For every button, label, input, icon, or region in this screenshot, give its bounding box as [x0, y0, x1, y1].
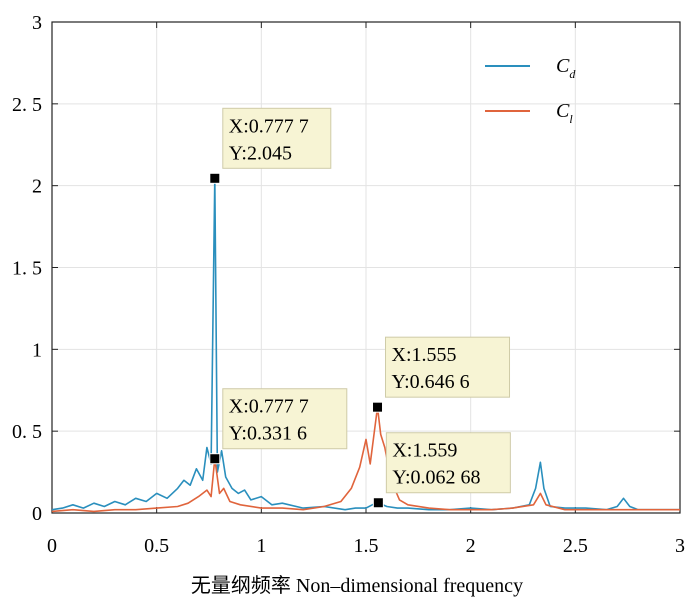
datatip-box: [385, 432, 511, 494]
datatip: X:1.555 Y:0.646 6: [372, 336, 511, 413]
x-tick-label: 1.5: [354, 535, 379, 557]
datatip-box: [222, 388, 348, 450]
datatip: X:1.559 Y:0.062 68: [372, 432, 511, 509]
datatip-annotations: X:0.777 7 Y:2.045 X:0.777 7 Y:0.331 6 X:1.55…: [209, 107, 511, 509]
grid-lines: [52, 22, 680, 513]
datatip-box: [222, 107, 332, 169]
datatip-marker: [209, 453, 221, 465]
y-tick-label: 0. 5: [12, 421, 42, 443]
x-tick-label: 2.5: [563, 535, 588, 557]
datatip: X:0.777 7 Y:2.045: [209, 107, 332, 184]
datatip: X:0.777 7 Y:0.331 6: [209, 388, 348, 465]
datatip-marker: [372, 497, 384, 509]
x-tick-label: 1: [256, 535, 266, 557]
y-tick-label: 3: [32, 12, 42, 34]
series-line-cl: [51, 406, 680, 513]
y-tick-label: 2: [32, 176, 42, 198]
x-axis-label: 无量纲频率 Non–dimensional frequency: [191, 574, 523, 597]
x-tick-label: 2: [466, 535, 476, 557]
series-lines: [51, 177, 680, 513]
x-tick-label: 0: [47, 535, 57, 557]
y-tick-label: 1: [32, 339, 42, 361]
x-tick-label: 3: [675, 535, 685, 557]
y-tick-label: 1. 5: [12, 258, 42, 280]
y-axis-ticks: 0 0. 5 1 1. 5 2 2. 5 3: [12, 12, 680, 525]
legend: Cd Cl: [485, 55, 576, 126]
y-tick-label: 2. 5: [12, 94, 42, 116]
datatip-marker: [372, 401, 384, 413]
datatip-x-label: X:0.777 7: [229, 396, 309, 418]
datatip-x-label: X:1.555: [392, 344, 457, 366]
datatip-y-label: Y:2.045: [229, 142, 292, 164]
datatip-x-label: X:1.559: [392, 440, 457, 462]
datatip-y-label: Y:0.646 6: [392, 371, 470, 393]
y-tick-label: 0: [32, 503, 42, 525]
series-line-cd: [51, 177, 680, 511]
legend-label: Cd: [556, 55, 576, 81]
datatip-x-label: X:0.777 7: [229, 115, 309, 137]
x-axis-ticks: 0 0.5 1 1.5 2 2.5 3: [47, 22, 685, 557]
legend-label: Cl: [556, 100, 573, 126]
datatip-y-label: Y:0.062 68: [392, 467, 480, 489]
datatip-box: [385, 336, 511, 398]
datatip-marker: [209, 172, 221, 184]
x-tick-label: 0.5: [144, 535, 169, 557]
datatip-y-label: Y:0.331 6: [229, 423, 307, 445]
